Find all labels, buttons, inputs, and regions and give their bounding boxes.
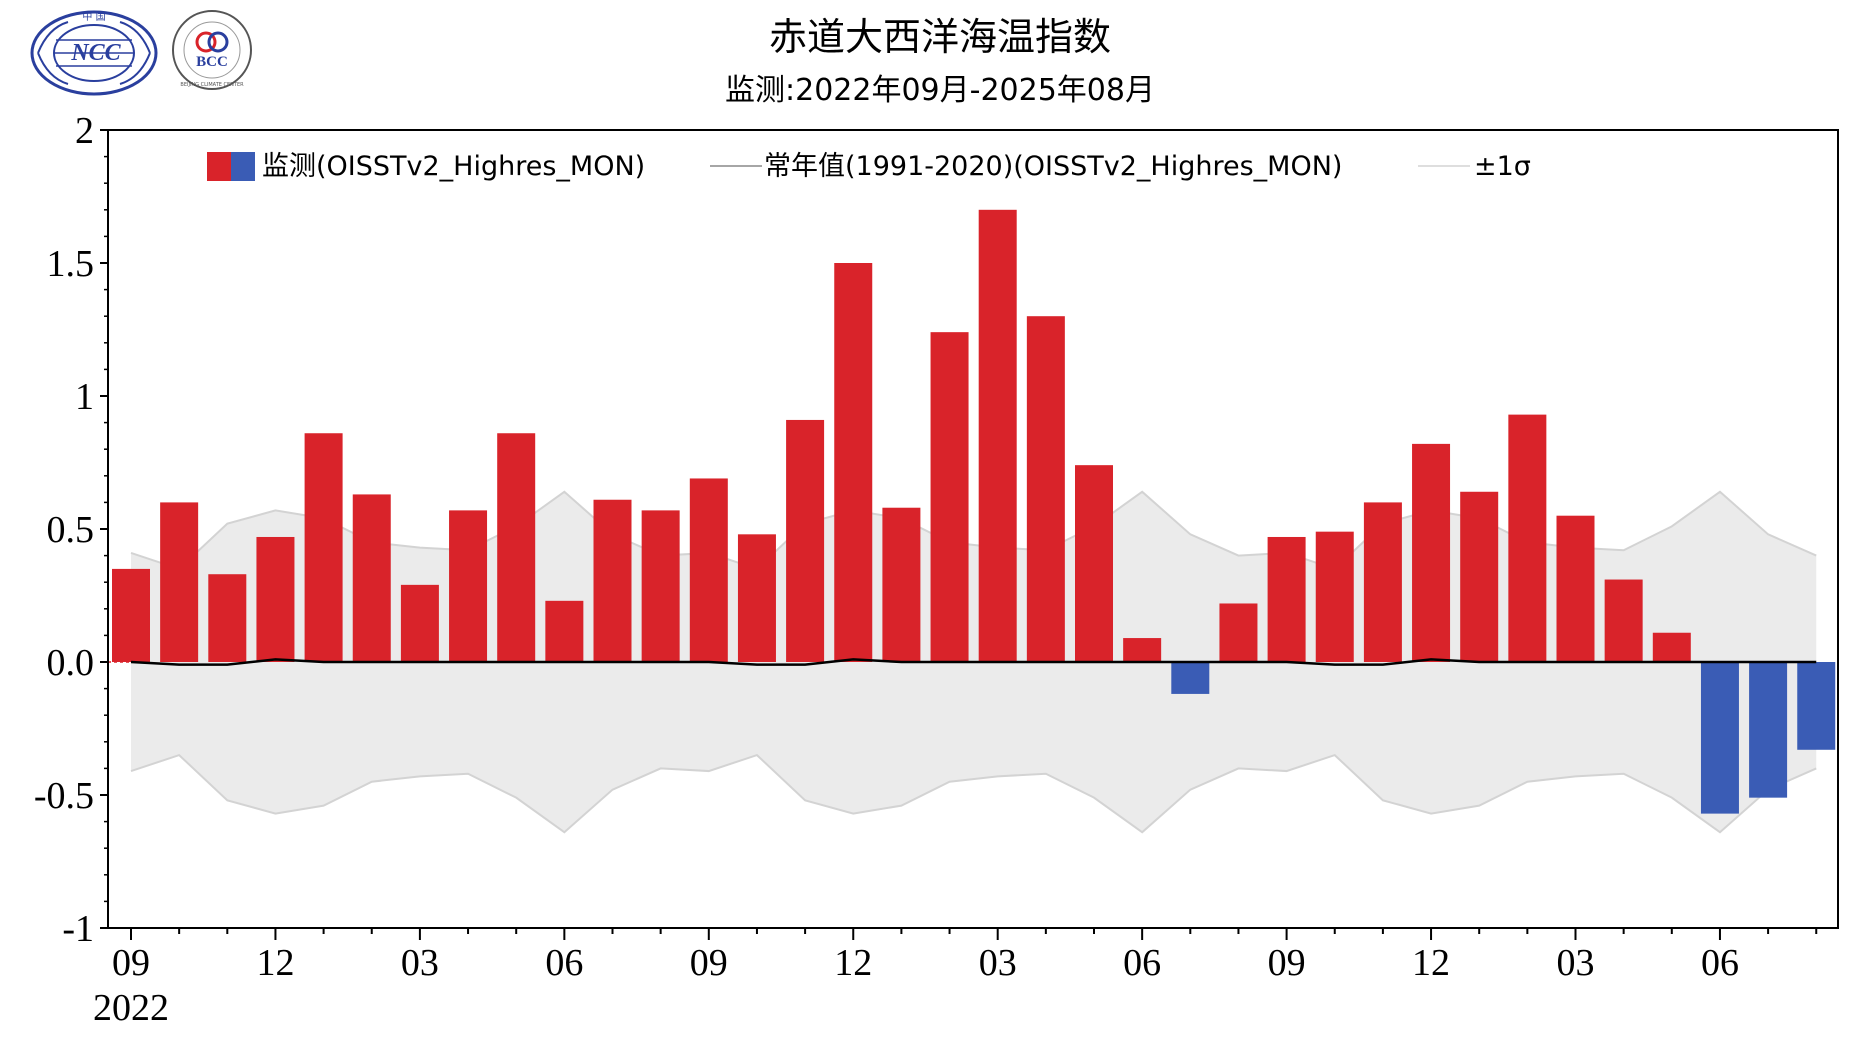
x-tick-label: 09 bbox=[112, 942, 150, 984]
bar-2024-05 bbox=[1075, 465, 1113, 662]
y-tick-label: 2 bbox=[75, 110, 94, 152]
bar-2023-01 bbox=[304, 433, 343, 662]
y-tick-label: -1 bbox=[62, 908, 94, 950]
chart-subtitle: 监测:2022年09月-2025年08月 bbox=[725, 73, 1155, 108]
bar-2022-12 bbox=[256, 536, 295, 662]
bar-2023-03 bbox=[400, 584, 439, 662]
bar-2023-09 bbox=[689, 478, 728, 662]
bar-2024-04 bbox=[1026, 316, 1065, 662]
bar-2023-02 bbox=[352, 494, 391, 662]
plot-area bbox=[108, 130, 1838, 928]
bar-2024-11 bbox=[1363, 502, 1402, 662]
bar-2025-07 bbox=[1749, 662, 1788, 798]
x-tick-label: 03 bbox=[979, 942, 1017, 984]
bar-2022-10 bbox=[160, 502, 199, 662]
y-tick-label: 1.5 bbox=[47, 243, 95, 285]
bar-2025-06 bbox=[1700, 662, 1739, 814]
bcc-logo-text: BCC bbox=[196, 54, 228, 70]
bcc-logo: BCC BEIJING CLIMATE CENTER bbox=[172, 10, 252, 90]
sigma-lower-line bbox=[130, 753, 1817, 834]
bar-2023-06 bbox=[545, 600, 584, 662]
y-tick-label: 0.0 bbox=[47, 642, 95, 684]
chart-title: 赤道大西洋海温指数 bbox=[769, 15, 1111, 59]
bar-2025-08 bbox=[1797, 662, 1836, 750]
bar-2024-01 bbox=[882, 507, 921, 662]
bar-2025-04 bbox=[1604, 579, 1643, 662]
bar-2023-12 bbox=[834, 263, 873, 662]
ncc-logo: 中 国 NCC bbox=[30, 10, 158, 96]
bar-2024-10 bbox=[1315, 531, 1354, 662]
x-tick-label: 12 bbox=[256, 942, 294, 984]
bar-2024-02 bbox=[930, 332, 969, 662]
y-tick-label: -0.5 bbox=[34, 775, 94, 817]
x-tick-label: 12 bbox=[1412, 942, 1450, 984]
bar-2024-06 bbox=[1123, 638, 1162, 662]
legend-swatch-negative bbox=[231, 152, 255, 181]
x-tick-label: 06 bbox=[1123, 942, 1161, 984]
ncc-logo-top-text: 中 国 bbox=[82, 10, 105, 23]
bar-2023-08 bbox=[641, 510, 680, 662]
bar-2022-11 bbox=[208, 574, 247, 662]
bar-2025-02 bbox=[1508, 414, 1547, 662]
bar-2023-04 bbox=[449, 510, 488, 662]
x-tick-label: 12 bbox=[834, 942, 872, 984]
ncc-logo-text: NCC bbox=[70, 40, 121, 66]
bar-2025-05 bbox=[1652, 632, 1691, 662]
normal-line bbox=[130, 658, 1817, 666]
bar-2023-10 bbox=[737, 534, 776, 662]
bar-2024-03 bbox=[978, 209, 1017, 663]
bar-2022-09 bbox=[112, 568, 150, 662]
bar-2024-07 bbox=[1171, 662, 1210, 694]
bar-2023-05 bbox=[497, 433, 536, 662]
bar-2023-07 bbox=[593, 499, 632, 662]
bar-2023-11 bbox=[786, 419, 825, 662]
x-tick-label: 09 bbox=[1268, 942, 1306, 984]
bar-2024-09 bbox=[1267, 536, 1306, 662]
x-tick-label: 09 bbox=[690, 942, 728, 984]
legend: 监测(OISSTv2_Highres_MON) 常年值(1991-2020)(O… bbox=[207, 151, 1531, 182]
bar-2024-12 bbox=[1412, 443, 1451, 662]
x-tick-label: 03 bbox=[1557, 942, 1595, 984]
y-tick-label: 1 bbox=[75, 376, 94, 418]
legend-label-sigma: ±1σ bbox=[1474, 151, 1531, 182]
x-tick-label: 03 bbox=[401, 942, 439, 984]
y-tick-label: 0.5 bbox=[47, 509, 95, 551]
x-tick-label: 06 bbox=[545, 942, 583, 984]
legend-label-monitor: 监测(OISSTv2_Highres_MON) bbox=[262, 151, 645, 182]
bar-2024-08 bbox=[1219, 603, 1258, 662]
x-tick-label: 06 bbox=[1701, 942, 1739, 984]
bar-2025-01 bbox=[1460, 491, 1499, 662]
x-year-label: 2022 bbox=[93, 987, 169, 1029]
bar-2025-03 bbox=[1556, 515, 1595, 662]
legend-swatch-positive bbox=[207, 152, 231, 181]
legend-label-normal: 常年值(1991-2020)(OISSTv2_Highres_MON) bbox=[764, 151, 1342, 182]
bcc-logo-ring-text: BEIJING CLIMATE CENTER bbox=[180, 82, 244, 88]
